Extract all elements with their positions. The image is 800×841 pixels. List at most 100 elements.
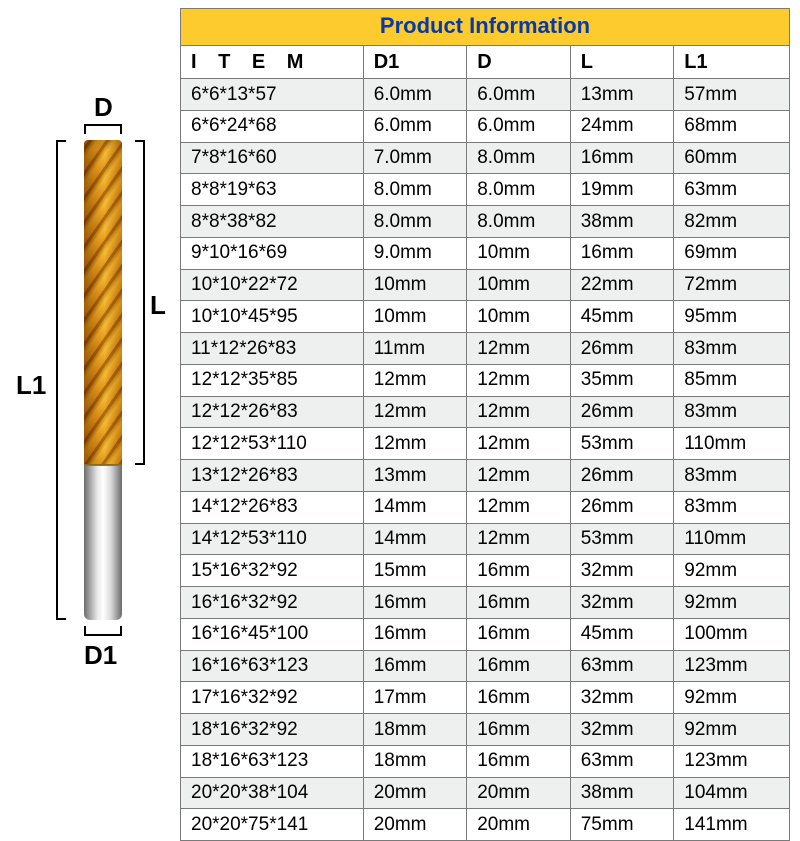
table-row: 18*16*32*9218mm16mm32mm92mm <box>181 714 790 746</box>
table-cell: 8.0mm <box>363 174 467 206</box>
table-cell: 20*20*38*104 <box>181 777 364 809</box>
table-cell: 22mm <box>570 269 674 301</box>
table-cell: 14mm <box>363 523 467 555</box>
table-cell: 12mm <box>467 364 571 396</box>
table-cell: 12mm <box>467 333 571 365</box>
table-cell: 12*12*35*85 <box>181 364 364 396</box>
table-row: 12*12*53*11012mm12mm53mm110mm <box>181 428 790 460</box>
col-header: L <box>570 46 674 79</box>
table-row: 10*10*22*7210mm10mm22mm72mm <box>181 269 790 301</box>
table-cell: 9*10*16*69 <box>181 237 364 269</box>
table-cell: 8*8*38*82 <box>181 206 364 238</box>
table-cell: 12mm <box>363 428 467 460</box>
table-cell: 123mm <box>674 650 790 682</box>
flute-section <box>84 140 122 465</box>
table-cell: 16mm <box>363 650 467 682</box>
table-cell: 6.0mm <box>467 110 571 142</box>
table-cell: 16mm <box>467 618 571 650</box>
table-cell: 13mm <box>363 460 467 492</box>
tip-shade <box>84 140 122 150</box>
table-cell: 75mm <box>570 809 674 841</box>
table-cell: 18mm <box>363 714 467 746</box>
table-cell: 14mm <box>363 491 467 523</box>
table-cell: 12mm <box>467 523 571 555</box>
bracket-d1-icon <box>84 626 122 636</box>
table-cell: 11*12*26*83 <box>181 333 364 365</box>
table-cell: 6*6*13*57 <box>181 79 364 111</box>
table-row: 20*20*38*10420mm20mm38mm104mm <box>181 777 790 809</box>
table-cell: 53mm <box>570 428 674 460</box>
table-cell: 17*16*32*92 <box>181 682 364 714</box>
table-cell: 19mm <box>570 174 674 206</box>
table-cell: 104mm <box>674 777 790 809</box>
shank-section <box>84 465 122 620</box>
table-cell: 16*16*32*92 <box>181 587 364 619</box>
dim-label-d1: D1 <box>84 640 117 671</box>
table-row: 18*16*63*12318mm16mm63mm123mm <box>181 745 790 777</box>
table-row: 10*10*45*9510mm10mm45mm95mm <box>181 301 790 333</box>
table-cell: 38mm <box>570 206 674 238</box>
table-cell: 6.0mm <box>467 79 571 111</box>
table-cell: 63mm <box>674 174 790 206</box>
table-cell: 8.0mm <box>363 206 467 238</box>
table-cell: 12mm <box>467 428 571 460</box>
table-row: 12*12*35*8512mm12mm35mm85mm <box>181 364 790 396</box>
bracket-l1-icon <box>56 140 66 620</box>
table-cell: 10mm <box>467 237 571 269</box>
table-cell: 85mm <box>674 364 790 396</box>
table-row: 16*16*63*12316mm16mm63mm123mm <box>181 650 790 682</box>
table-cell: 8.0mm <box>467 174 571 206</box>
table-cell: 20mm <box>363 809 467 841</box>
table-cell: 9.0mm <box>363 237 467 269</box>
dim-label-l: L <box>150 290 166 321</box>
table-row: 9*10*16*699.0mm10mm16mm69mm <box>181 237 790 269</box>
table-cell: 12mm <box>467 491 571 523</box>
col-header: I T E M <box>181 46 364 79</box>
table-cell: 16mm <box>467 587 571 619</box>
table-cell: 10mm <box>467 301 571 333</box>
dim-label-l1: L1 <box>16 370 46 401</box>
table-title: Product Information <box>180 8 790 45</box>
table-cell: 95mm <box>674 301 790 333</box>
page: D L L1 D1 Product Information I T E M D1 D… <box>0 0 800 800</box>
table-row: 7*8*16*607.0mm8.0mm16mm60mm <box>181 142 790 174</box>
table-row: 8*8*38*828.0mm8.0mm38mm82mm <box>181 206 790 238</box>
table-cell: 12*12*26*83 <box>181 396 364 428</box>
table-cell: 12mm <box>363 364 467 396</box>
table-cell: 15*16*32*92 <box>181 555 364 587</box>
table-cell: 26mm <box>570 396 674 428</box>
table-row: 14*12*53*11014mm12mm53mm110mm <box>181 523 790 555</box>
table-cell: 72mm <box>674 269 790 301</box>
table-cell: 45mm <box>570 301 674 333</box>
table-cell: 16mm <box>570 142 674 174</box>
col-header: D <box>467 46 571 79</box>
table-cell: 15mm <box>363 555 467 587</box>
table-cell: 53mm <box>570 523 674 555</box>
table-cell: 16mm <box>570 237 674 269</box>
table-cell: 8*8*19*63 <box>181 174 364 206</box>
table-cell: 123mm <box>674 745 790 777</box>
table-cell: 20mm <box>467 809 571 841</box>
table-cell: 12*12*53*110 <box>181 428 364 460</box>
table-cell: 7*8*16*60 <box>181 142 364 174</box>
table-cell: 6.0mm <box>363 79 467 111</box>
table-cell: 110mm <box>674 523 790 555</box>
table-cell: 14*12*53*110 <box>181 523 364 555</box>
table-cell: 57mm <box>674 79 790 111</box>
table-row: 12*12*26*8312mm12mm26mm83mm <box>181 396 790 428</box>
tool-diagram: D L L1 D1 <box>0 0 180 800</box>
table-cell: 60mm <box>674 142 790 174</box>
table-cell: 10*10*22*72 <box>181 269 364 301</box>
table-cell: 17mm <box>363 682 467 714</box>
table-row: 6*6*24*686.0mm6.0mm24mm68mm <box>181 110 790 142</box>
table-cell: 32mm <box>570 555 674 587</box>
table-row: 15*16*32*9215mm16mm32mm92mm <box>181 555 790 587</box>
table-cell: 82mm <box>674 206 790 238</box>
col-header: L1 <box>674 46 790 79</box>
table-cell: 16*16*63*123 <box>181 650 364 682</box>
table-cell: 32mm <box>570 682 674 714</box>
table-cell: 16mm <box>467 682 571 714</box>
table-row: 13*12*26*8313mm12mm26mm83mm <box>181 460 790 492</box>
table-cell: 6.0mm <box>363 110 467 142</box>
table-cell: 24mm <box>570 110 674 142</box>
